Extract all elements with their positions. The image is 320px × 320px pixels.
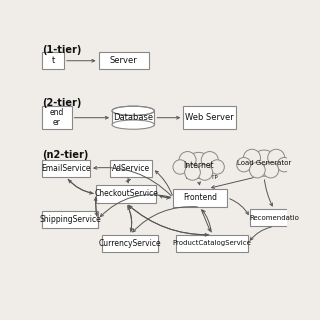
FancyBboxPatch shape bbox=[102, 235, 158, 252]
Text: ShippingService: ShippingService bbox=[39, 215, 101, 224]
Text: Recomendatio: Recomendatio bbox=[249, 215, 299, 221]
Circle shape bbox=[237, 157, 251, 172]
Circle shape bbox=[210, 160, 224, 174]
Text: CheckoutService: CheckoutService bbox=[94, 189, 158, 198]
Text: Frontend: Frontend bbox=[183, 193, 217, 202]
FancyBboxPatch shape bbox=[42, 106, 72, 129]
FancyBboxPatch shape bbox=[42, 211, 98, 228]
Text: Server: Server bbox=[110, 56, 138, 65]
Circle shape bbox=[185, 164, 200, 180]
FancyBboxPatch shape bbox=[110, 160, 152, 177]
FancyBboxPatch shape bbox=[250, 209, 298, 226]
Text: t: t bbox=[52, 56, 55, 65]
Text: HTTP: HTTP bbox=[186, 174, 199, 180]
FancyBboxPatch shape bbox=[42, 160, 90, 177]
FancyBboxPatch shape bbox=[173, 188, 227, 207]
Text: Internet: Internet bbox=[183, 161, 214, 170]
Circle shape bbox=[179, 152, 196, 169]
Ellipse shape bbox=[112, 106, 154, 116]
Circle shape bbox=[201, 152, 218, 169]
Text: (2-tier): (2-tier) bbox=[42, 99, 82, 108]
Circle shape bbox=[197, 164, 213, 180]
Circle shape bbox=[250, 162, 265, 178]
Circle shape bbox=[186, 152, 212, 179]
Text: HTTP: HTTP bbox=[205, 174, 219, 180]
Text: end
er: end er bbox=[50, 108, 64, 127]
Circle shape bbox=[251, 150, 277, 176]
Ellipse shape bbox=[112, 120, 154, 129]
Circle shape bbox=[268, 149, 285, 166]
Text: AdService: AdService bbox=[112, 164, 150, 173]
Text: ProductCatalogService: ProductCatalogService bbox=[172, 240, 251, 246]
Text: CurrencyService: CurrencyService bbox=[99, 239, 161, 248]
Circle shape bbox=[173, 160, 188, 174]
Text: (n2-tier): (n2-tier) bbox=[42, 150, 89, 160]
FancyBboxPatch shape bbox=[176, 235, 248, 252]
FancyBboxPatch shape bbox=[99, 52, 148, 69]
Text: (1-tier): (1-tier) bbox=[42, 44, 82, 54]
FancyBboxPatch shape bbox=[183, 106, 236, 129]
Text: Web Server: Web Server bbox=[185, 113, 234, 122]
Text: Database: Database bbox=[113, 113, 153, 122]
Text: Load Generator: Load Generator bbox=[237, 160, 291, 166]
Circle shape bbox=[263, 162, 279, 178]
Text: EmailService: EmailService bbox=[42, 164, 91, 173]
Circle shape bbox=[244, 149, 260, 166]
Circle shape bbox=[277, 157, 292, 172]
Polygon shape bbox=[112, 111, 154, 124]
FancyBboxPatch shape bbox=[96, 185, 156, 203]
FancyBboxPatch shape bbox=[42, 52, 64, 69]
